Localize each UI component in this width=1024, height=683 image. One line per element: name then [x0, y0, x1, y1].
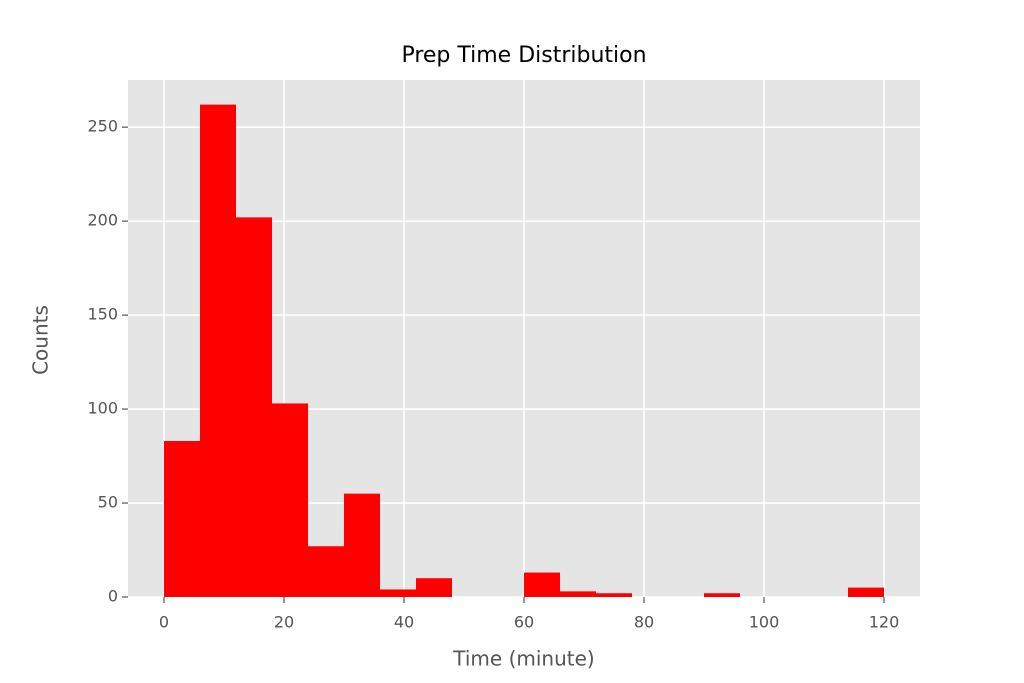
bar	[308, 546, 344, 597]
bar	[200, 104, 236, 597]
bar	[704, 593, 740, 597]
x-axis-label: Time (minute)	[452, 647, 594, 671]
y-axis-label: Counts	[29, 305, 53, 375]
bar	[272, 403, 308, 597]
chart-title: Prep Time Distribution	[401, 43, 646, 68]
x-tick-label: 20	[274, 613, 294, 632]
bar	[524, 572, 560, 597]
bar	[236, 217, 272, 597]
x-tick-label: 0	[159, 613, 169, 632]
x-tick-label: 60	[514, 613, 534, 632]
y-tick-label: 0	[108, 587, 118, 606]
bar	[380, 589, 416, 597]
y-tick-label: 150	[87, 305, 118, 324]
bar	[416, 578, 452, 597]
bar	[164, 441, 200, 597]
x-tick-label: 80	[634, 613, 654, 632]
x-tick-label: 40	[394, 613, 414, 632]
y-tick-label: 100	[87, 399, 118, 418]
bar	[560, 591, 596, 597]
y-tick-label: 250	[87, 117, 118, 136]
y-tick-label: 200	[87, 211, 118, 230]
x-tick-label: 100	[749, 613, 780, 632]
bar	[596, 593, 632, 597]
bar	[848, 587, 884, 597]
x-tick-label: 120	[869, 613, 900, 632]
bar	[344, 493, 380, 597]
y-tick-label: 50	[98, 493, 118, 512]
